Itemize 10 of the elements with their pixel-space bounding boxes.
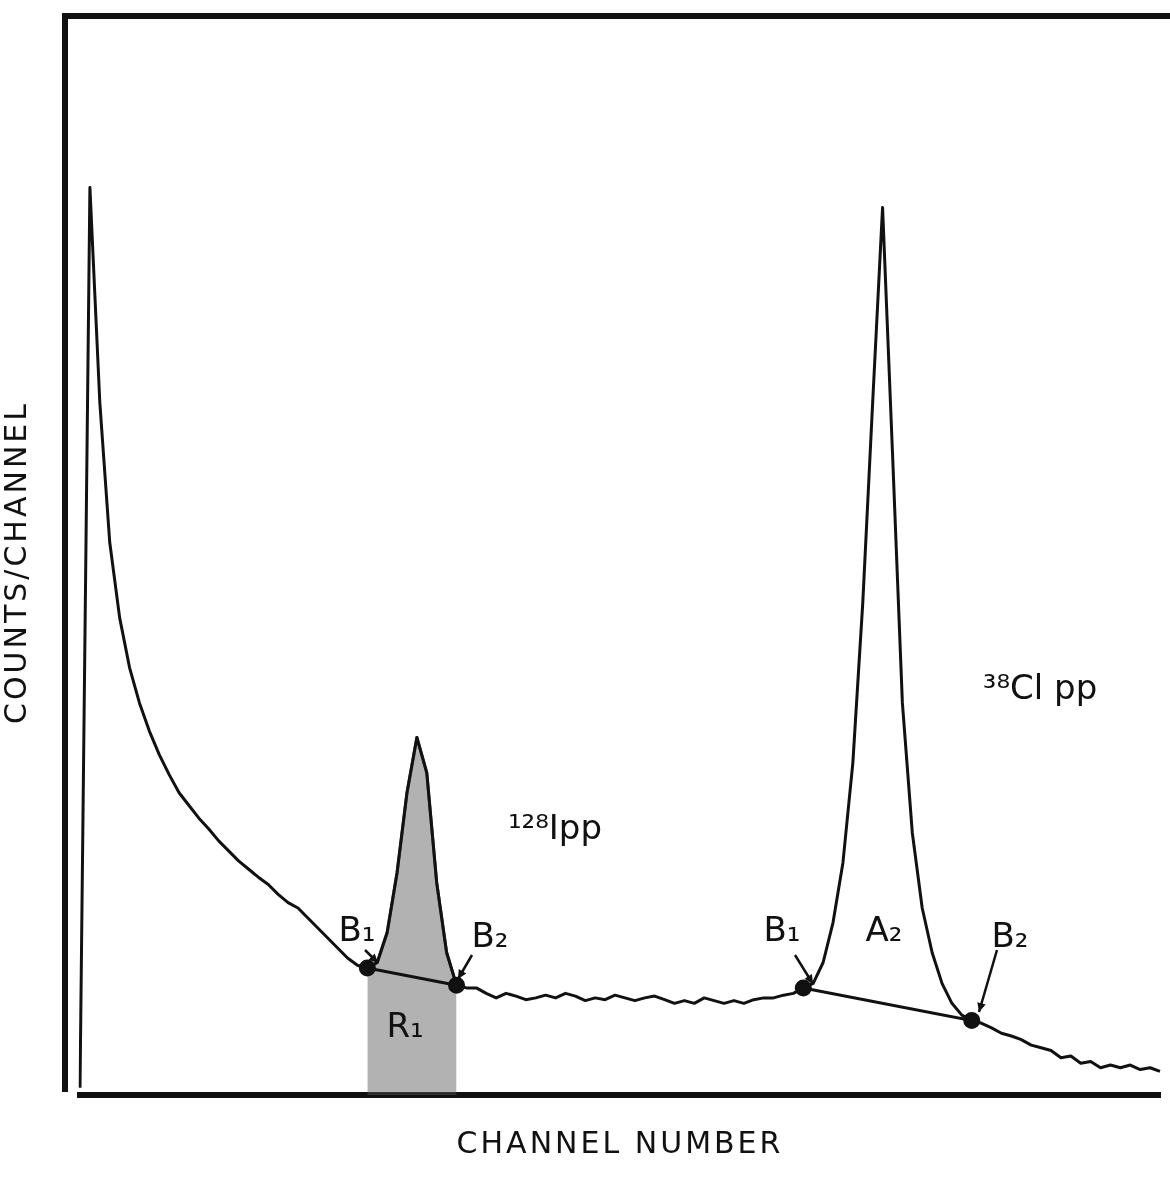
annotation: B₁	[338, 908, 376, 949]
annotation: ³⁸Cl pp	[982, 666, 1098, 707]
annotation: ¹²⁸Ipp	[507, 806, 603, 847]
x-axis-title: CHANNEL NUMBER	[455, 1125, 785, 1160]
annotation: B₂	[991, 914, 1029, 955]
annotation: B₁	[763, 908, 801, 949]
annotation: R₁	[386, 1004, 424, 1045]
y-axis-title: COUNTS/CHANNEL	[0, 400, 33, 726]
annotation: B₂	[471, 914, 509, 955]
annotation: A₂	[865, 908, 903, 949]
